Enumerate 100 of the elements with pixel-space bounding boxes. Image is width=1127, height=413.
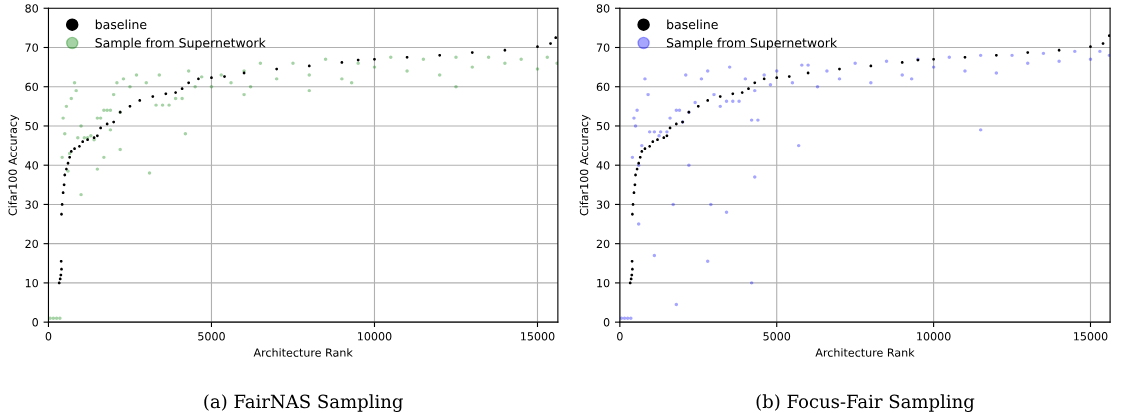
point xyxy=(696,104,700,108)
y-tick-label: 20 xyxy=(25,239,38,249)
point xyxy=(99,126,103,130)
point xyxy=(81,140,85,144)
legend-label: baseline xyxy=(95,19,147,30)
point xyxy=(656,138,659,142)
text: (b) Focus-Fair Sampling xyxy=(756,394,975,412)
y-axis-title: Cifar100 Accuracy xyxy=(8,114,20,216)
point xyxy=(630,259,634,263)
point xyxy=(994,53,998,57)
point xyxy=(405,55,409,59)
y-tick-label: 70 xyxy=(596,43,610,52)
point xyxy=(68,155,72,159)
point xyxy=(438,53,442,57)
x-tick-label: 15000 xyxy=(521,332,555,341)
point xyxy=(95,134,99,138)
point xyxy=(1026,51,1030,54)
y-tick-label: 0 xyxy=(32,318,38,327)
point xyxy=(60,203,64,206)
point xyxy=(275,67,279,71)
point xyxy=(631,212,634,216)
point xyxy=(674,122,678,126)
y-tick-label: 20 xyxy=(596,239,610,249)
point xyxy=(643,147,647,151)
point xyxy=(640,150,644,153)
point xyxy=(1107,34,1111,38)
point xyxy=(963,55,967,59)
point xyxy=(753,81,757,85)
point xyxy=(900,61,904,64)
point xyxy=(549,42,552,45)
point xyxy=(197,77,200,81)
y-tick-label: 80 xyxy=(25,4,38,13)
y-tick-label: 0 xyxy=(603,318,610,327)
point xyxy=(1101,42,1105,45)
point xyxy=(740,91,744,94)
point xyxy=(307,64,311,68)
point xyxy=(59,259,63,263)
point xyxy=(112,120,116,124)
point xyxy=(631,267,634,271)
point xyxy=(60,212,63,216)
text: (a) FairNAS Sampling xyxy=(204,394,403,412)
point xyxy=(631,203,635,206)
x-tick-label: 10000 xyxy=(358,332,392,341)
point xyxy=(63,173,67,177)
point xyxy=(73,147,76,151)
y-tick-label: 40 xyxy=(596,161,610,170)
point xyxy=(638,155,642,159)
point xyxy=(634,173,637,177)
y-tick-label: 50 xyxy=(596,121,610,131)
x-tick-label: 5000 xyxy=(763,332,791,341)
legend-label: baseline xyxy=(667,19,718,30)
y-axis-title: Cifar100 Accuracy xyxy=(579,114,591,216)
point xyxy=(61,191,65,195)
point xyxy=(373,57,376,61)
x-tick-label: 10000 xyxy=(917,332,951,341)
point xyxy=(164,92,168,96)
y-tick-label: 30 xyxy=(596,200,610,209)
x-tick-label: 0 xyxy=(45,332,52,341)
point xyxy=(706,99,710,102)
y-tick-label: 10 xyxy=(597,278,610,288)
y-tick-label: 10 xyxy=(25,278,38,288)
point xyxy=(747,87,750,91)
point xyxy=(180,87,184,91)
y-tick-label: 50 xyxy=(25,121,38,131)
y-tick-label: 40 xyxy=(25,161,38,170)
y-tick-label: 60 xyxy=(596,82,610,92)
point xyxy=(210,76,213,80)
point xyxy=(66,161,70,165)
point xyxy=(731,92,735,96)
x-tick-label: 15000 xyxy=(1074,332,1108,341)
point xyxy=(60,267,63,271)
point xyxy=(1089,45,1092,49)
point xyxy=(775,76,779,80)
y-tick-label: 60 xyxy=(25,82,38,92)
point xyxy=(630,273,634,277)
point xyxy=(554,36,558,40)
x-axis-title: Architecture Rank xyxy=(815,348,915,357)
point xyxy=(151,95,155,98)
point xyxy=(470,51,474,54)
point xyxy=(187,81,191,85)
point xyxy=(932,57,935,61)
point xyxy=(651,140,655,144)
x-tick-label: 0 xyxy=(617,332,623,341)
x-tick-label: 5000 xyxy=(198,332,225,341)
point xyxy=(787,75,791,78)
point xyxy=(78,144,81,148)
legend-label: Sample from Supernetwork xyxy=(95,37,266,50)
point xyxy=(632,191,636,195)
point xyxy=(138,99,142,102)
point xyxy=(648,144,652,148)
y-tick-label: 80 xyxy=(596,4,610,13)
point xyxy=(340,61,344,64)
y-tick-label: 70 xyxy=(25,43,38,52)
y-tick-label: 30 xyxy=(25,200,38,209)
x-axis-title: Architecture Rank xyxy=(253,348,353,357)
point xyxy=(838,67,841,71)
point xyxy=(718,95,722,98)
legend-label: Sample from Supernetwork xyxy=(666,37,838,50)
point xyxy=(536,45,539,49)
point xyxy=(174,91,177,94)
